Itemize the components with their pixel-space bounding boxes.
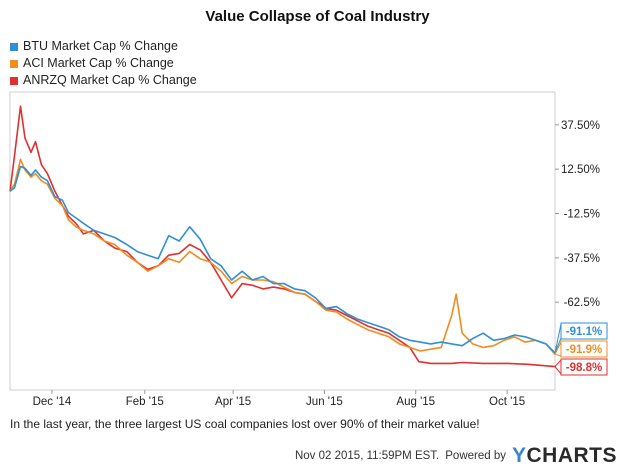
x-tick-label: Dec '14 [33,396,72,408]
footer: Nov 02 2015, 11:59PM EST. Powered by YCH… [294,444,617,467]
end-label-box [560,358,608,376]
x-tick-label: Oct '15 [489,396,525,408]
legend-label-anrzq: ANRZQ Market Cap % Change [23,73,197,87]
end-label-box [560,340,608,358]
footer-timestamp: Nov 02 2015, 11:59PM EST. [294,450,440,462]
x-tick-label: Aug '15 [396,396,435,408]
end-value-label: -91.1% [566,326,602,338]
end-value-label: -98.8% [566,362,602,374]
x-tick-label: Feb '15 [126,396,164,408]
y-tick-label: 12.50% [561,164,600,176]
chart-plot-area: Dec '14 Feb '15 Apr '15 Jun '15 Aug '15 Oct '… [9,91,608,408]
series-line-btu [9,165,556,354]
legend-item-anrzq[interactable]: ANRZQ Market Cap % Change [10,72,197,89]
ycharts-logo[interactable]: YCHARTS [511,444,617,467]
chart-title: Value Collapse of Coal Industry [205,8,430,25]
y-tick-label: -12.5% [564,209,600,221]
x-tick-label: Jun '15 [306,396,343,408]
ycharts-logo-y: Y [511,444,527,467]
legend-swatch-anrzq [10,76,18,85]
legend-label-aci: ACI Market Cap % Change [23,56,174,70]
y-tick-label: -62.5% [564,297,600,309]
footer-powered-by: Powered by [445,450,506,462]
series-line-anrzq [9,105,556,368]
x-tick-label: Apr '15 [215,396,251,408]
legend-swatch-btu [10,42,18,51]
chart-legend: BTU Market Cap % Change ACI Market Cap %… [10,38,197,89]
legend-swatch-aci [10,59,18,68]
legend-item-btu[interactable]: BTU Market Cap % Change [10,38,197,55]
end-label-pointer [554,358,562,376]
chart-caption: In the last year, the three largest US c… [10,417,480,431]
end-label-box [560,322,608,340]
series-line-aci [9,158,556,355]
ycharts-logo-text: CHARTS [526,444,617,467]
plot-frame [9,91,556,391]
legend-label-btu: BTU Market Cap % Change [23,39,178,53]
end-value-label: -91.9% [566,344,602,356]
y-tick-label: 37.50% [561,120,600,132]
y-tick-label: -37.5% [564,253,600,265]
legend-item-aci[interactable]: ACI Market Cap % Change [10,55,197,72]
